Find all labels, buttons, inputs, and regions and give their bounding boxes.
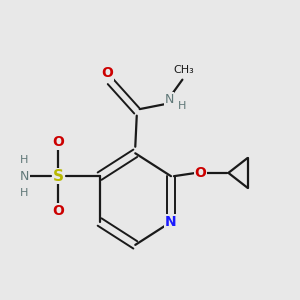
Text: H: H bbox=[20, 188, 29, 197]
Text: H: H bbox=[178, 101, 187, 111]
Text: O: O bbox=[52, 135, 64, 149]
Text: CH₃: CH₃ bbox=[173, 65, 194, 75]
Text: N: N bbox=[164, 93, 174, 106]
Text: S: S bbox=[53, 169, 64, 184]
Text: H: H bbox=[20, 155, 29, 165]
Text: N: N bbox=[165, 215, 177, 229]
Text: N: N bbox=[20, 170, 29, 183]
Text: O: O bbox=[194, 166, 206, 180]
Text: O: O bbox=[101, 66, 113, 80]
Text: O: O bbox=[52, 203, 64, 218]
